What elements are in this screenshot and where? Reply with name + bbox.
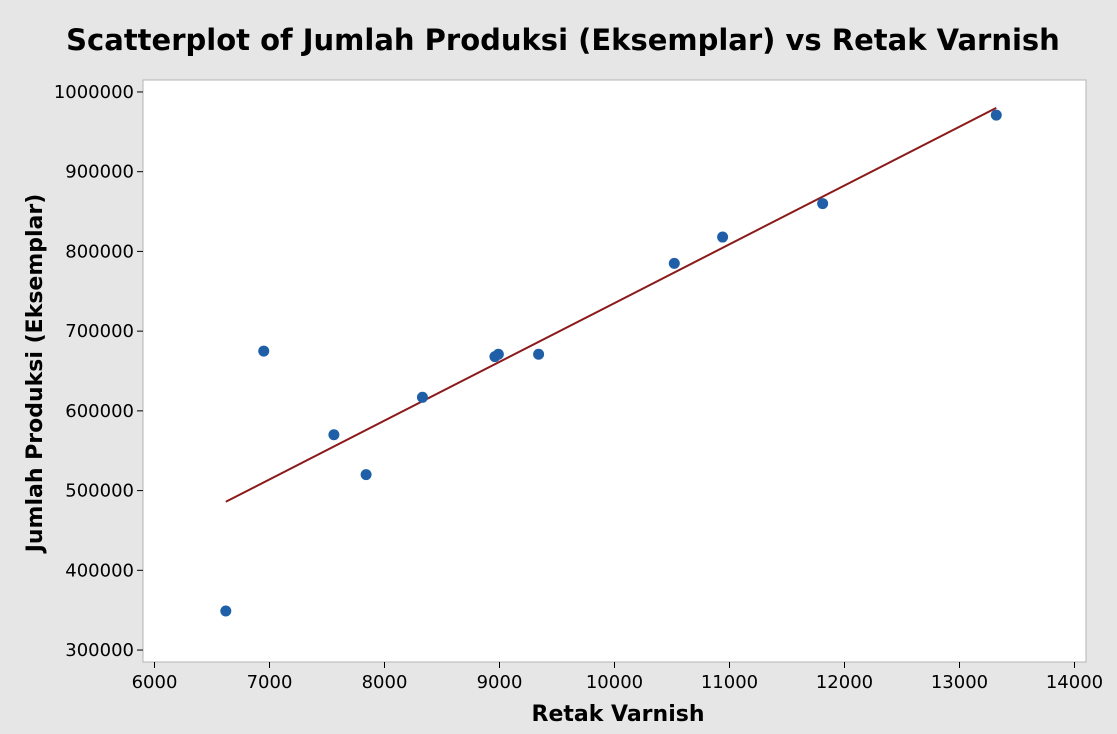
chart-title: Scatterplot of Jumlah Produksi (Eksempla…: [66, 23, 1060, 57]
data-point: [258, 345, 270, 357]
y-tick-label: 400000: [65, 560, 134, 581]
x-tick-label: 12000: [816, 672, 873, 693]
y-tick-label: 600000: [65, 401, 134, 422]
x-tick-label: 7000: [247, 672, 293, 693]
y-axis: 300000 400000 500000 600000 700000 800000 9000…: [54, 82, 143, 661]
data-point: [220, 605, 232, 617]
data-point: [817, 198, 829, 210]
x-tick-label: 9000: [477, 672, 523, 693]
x-tick-label: 13000: [931, 672, 988, 693]
x-tick-label: 14000: [1046, 672, 1103, 693]
y-tick-label: 1000000: [54, 82, 134, 103]
plot-area: [142, 79, 1087, 663]
y-axis-label: Jumlah Produksi (Eksemplar): [23, 194, 48, 555]
fit-line-layer: [225, 107, 997, 503]
points-layer: [220, 109, 1002, 617]
x-tick-label: 11000: [701, 672, 758, 693]
data-point: [717, 231, 729, 243]
y-tick-label: 800000: [65, 241, 134, 262]
data-point: [328, 429, 340, 441]
x-axis: 6000 7000 8000 9000 10000 11000 12000 13000 1400…: [132, 662, 1103, 693]
x-tick-label: 10000: [586, 672, 643, 693]
x-tick-label: 8000: [362, 672, 408, 693]
y-tick-label: 500000: [65, 481, 134, 502]
y-tick-label: 900000: [65, 162, 134, 183]
data-point: [668, 257, 680, 269]
x-tick-label: 6000: [132, 672, 178, 693]
y-tick-label: 300000: [65, 640, 134, 661]
data-point: [416, 391, 428, 403]
data-point: [990, 109, 1002, 121]
y-tick-label: 700000: [65, 321, 134, 342]
data-point: [492, 348, 504, 360]
data-point: [360, 469, 372, 481]
fit-line: [225, 107, 997, 503]
data-point: [533, 348, 545, 360]
x-axis-label: Retak Varnish: [532, 702, 705, 727]
